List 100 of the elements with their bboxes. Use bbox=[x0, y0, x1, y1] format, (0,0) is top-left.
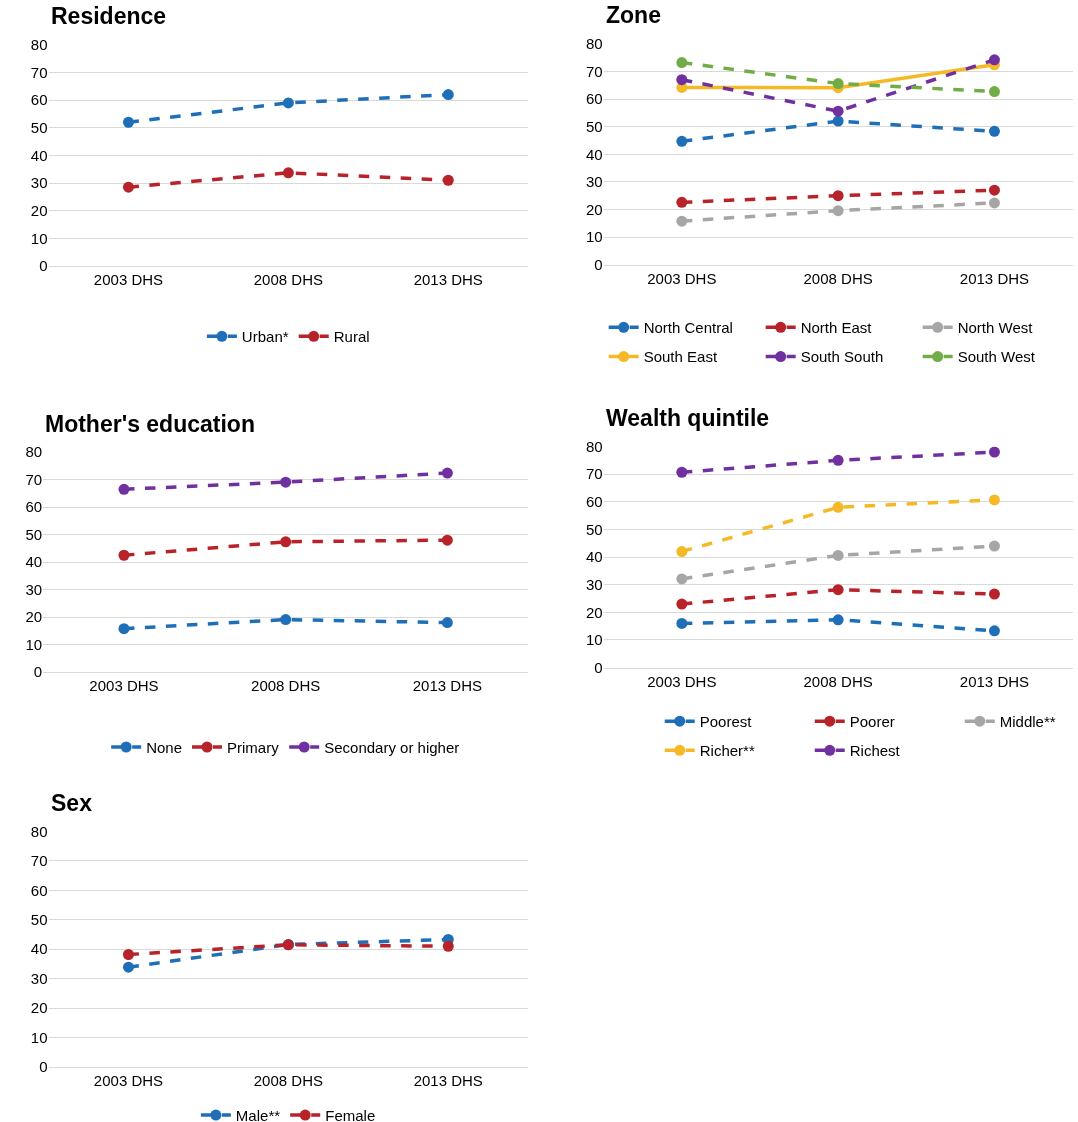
legend-label: Primary bbox=[227, 738, 280, 756]
point bbox=[988, 588, 1000, 600]
point bbox=[676, 546, 688, 558]
y-tick-label: 40 bbox=[25, 553, 43, 571]
legend-label: North East bbox=[800, 319, 873, 337]
x-tick-label: 2013 DHS bbox=[413, 1072, 483, 1090]
y-tick-label: 20 bbox=[25, 608, 43, 626]
legend-label: Richer** bbox=[699, 742, 755, 760]
x-tick-label: 2008 DHS bbox=[803, 269, 873, 287]
chart-title: Residence bbox=[51, 3, 167, 29]
point bbox=[988, 197, 1000, 209]
x-tick-label: 2013 DHS bbox=[959, 672, 1030, 690]
y-tick-label: 80 bbox=[30, 822, 48, 840]
y-tick-label: 20 bbox=[585, 200, 603, 218]
y-tick-label: 0 bbox=[39, 257, 48, 275]
point bbox=[676, 135, 688, 147]
x-tick-label: 2008 DHS bbox=[253, 1072, 323, 1090]
y-tick-label: 10 bbox=[25, 635, 43, 653]
point bbox=[280, 614, 292, 626]
point bbox=[442, 940, 454, 952]
y-tick-label: 70 bbox=[585, 465, 603, 483]
legend-label: South East bbox=[643, 348, 718, 366]
point bbox=[122, 181, 134, 193]
y-tick-label: 80 bbox=[585, 437, 603, 455]
y-tick-label: 80 bbox=[585, 35, 603, 53]
y-tick-label: 80 bbox=[25, 443, 43, 461]
y-tick-label: 40 bbox=[30, 940, 48, 958]
legend-label: Middle** bbox=[999, 713, 1056, 731]
x-tick-label: 2003 DHS bbox=[647, 269, 717, 287]
y-tick-label: 70 bbox=[30, 852, 48, 870]
y-tick-label: 60 bbox=[30, 881, 48, 899]
legend-label: Richest bbox=[849, 742, 901, 760]
y-tick-label: 60 bbox=[30, 91, 48, 109]
point bbox=[832, 205, 844, 217]
y-tick-label: 50 bbox=[25, 525, 43, 543]
x-tick-label: 2013 DHS bbox=[412, 677, 482, 695]
y-tick-label: 30 bbox=[585, 575, 603, 593]
point bbox=[832, 454, 844, 466]
point bbox=[676, 74, 688, 86]
y-tick-label: 0 bbox=[33, 663, 43, 681]
y-tick-label: 20 bbox=[30, 201, 48, 219]
y-tick-label: 30 bbox=[25, 580, 43, 598]
y-tick-label: 10 bbox=[585, 228, 603, 246]
point bbox=[122, 961, 134, 973]
point bbox=[988, 184, 1000, 196]
point bbox=[676, 196, 688, 208]
y-tick-label: 60 bbox=[585, 90, 603, 108]
chart-title: Mother's education bbox=[45, 411, 255, 437]
point bbox=[441, 467, 453, 479]
point bbox=[832, 115, 844, 127]
y-tick-label: 60 bbox=[585, 493, 603, 511]
point bbox=[118, 483, 130, 495]
y-tick-label: 20 bbox=[585, 603, 603, 621]
legend-label: Secondary or higher bbox=[324, 738, 460, 756]
y-tick-label: 10 bbox=[30, 229, 48, 247]
point bbox=[441, 617, 453, 629]
point bbox=[832, 584, 844, 596]
legend-label: Female bbox=[325, 1106, 376, 1122]
point bbox=[122, 949, 134, 961]
point bbox=[280, 476, 292, 488]
point bbox=[676, 57, 688, 69]
legend-label: North West bbox=[957, 319, 1034, 337]
point bbox=[676, 215, 688, 227]
x-tick-label: 2003 DHS bbox=[93, 270, 164, 288]
x-tick-label: 2003 DHS bbox=[89, 677, 159, 695]
legend-label: Rural bbox=[333, 328, 370, 346]
point bbox=[988, 494, 1000, 506]
point bbox=[832, 78, 844, 90]
point bbox=[442, 89, 454, 101]
point bbox=[282, 97, 294, 109]
point bbox=[988, 125, 1000, 137]
y-tick-label: 0 bbox=[594, 658, 603, 676]
chart-title: Zone bbox=[606, 2, 661, 28]
legend-label: Poorest bbox=[699, 713, 753, 731]
y-tick-label: 50 bbox=[30, 911, 48, 929]
legend-label: South South bbox=[800, 348, 884, 366]
point bbox=[280, 536, 292, 548]
legend-label: Urban* bbox=[241, 328, 289, 346]
point bbox=[832, 549, 844, 561]
point bbox=[988, 446, 1000, 458]
legend-label: Poorer bbox=[849, 713, 895, 731]
chart-title: Sex bbox=[51, 790, 93, 816]
point bbox=[442, 174, 454, 186]
point bbox=[118, 549, 130, 561]
y-tick-label: 10 bbox=[585, 631, 603, 649]
point bbox=[832, 190, 844, 202]
x-tick-label: 2013 DHS bbox=[959, 269, 1030, 287]
y-tick-label: 20 bbox=[30, 999, 48, 1017]
point bbox=[988, 540, 1000, 552]
legend-label: South West bbox=[957, 348, 1036, 366]
x-tick-label: 2013 DHS bbox=[413, 270, 483, 288]
y-tick-label: 30 bbox=[30, 969, 48, 987]
point bbox=[441, 534, 453, 546]
y-tick-label: 40 bbox=[30, 146, 48, 164]
y-tick-label: 40 bbox=[585, 548, 603, 566]
x-tick-label: 2003 DHS bbox=[647, 672, 717, 690]
y-tick-label: 30 bbox=[585, 173, 603, 191]
point bbox=[832, 501, 844, 513]
point bbox=[676, 466, 688, 478]
point bbox=[282, 167, 294, 179]
